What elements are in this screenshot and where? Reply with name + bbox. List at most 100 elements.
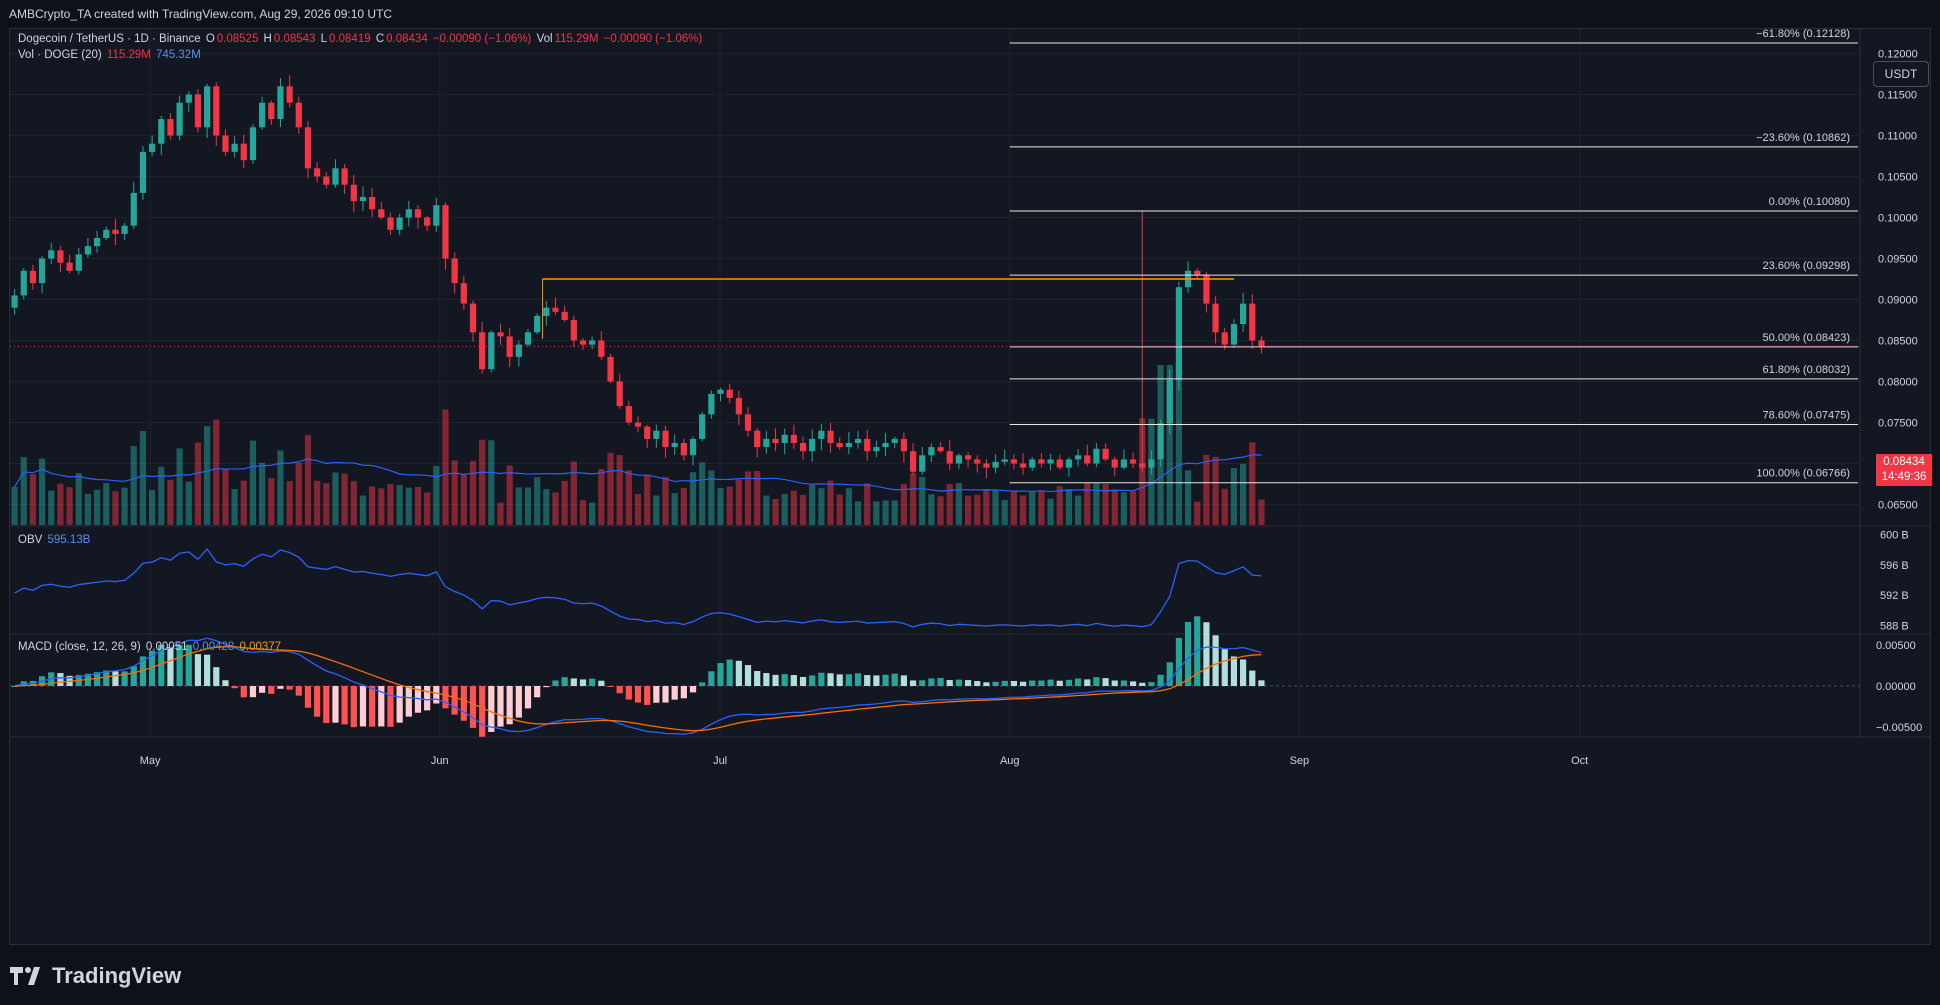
candle-body [836,443,843,448]
volume-bar [1139,418,1146,525]
obv-value: 595.13B [47,534,91,546]
currency-button[interactable]: USDT [1873,61,1929,87]
volume-bar [653,495,660,525]
volume-bar [11,486,18,525]
candle-body [662,430,669,448]
macd-hist-bar [1157,674,1164,686]
macd-hist-bar [964,680,972,686]
candle-body [304,127,312,169]
fib-level-label: −61.80% (0.12128) [1756,29,1850,40]
volume-bar [735,479,742,525]
macd-hist-bar [552,680,559,686]
candle-body [699,414,706,439]
candle-body [451,258,458,284]
tradingview-logo[interactable]: TradingView [10,963,181,989]
macd-hist-bar [103,670,110,686]
chart-frame[interactable]: 0.12000 0.11500 0.11000 0.10500 0.10000 0.095… [9,28,1932,945]
macd-line-value: 0.00428 [192,641,235,653]
price-tick-label: 0.10000 [1878,213,1918,225]
symbol-name: Dogecoin / TetherUS · 1D · Binance [18,33,201,45]
candle-body [369,197,376,210]
time-tick-label: Sep [1290,755,1310,767]
candle-body [1166,379,1173,424]
obv-tick-label: 588 B [1880,620,1909,632]
candle-body [1102,448,1109,460]
chart-canvas[interactable]: 0.12000 0.11500 0.11000 0.10500 0.10000 0.095… [10,29,1930,944]
volume-bar [543,489,550,525]
macd-hist-bar [176,644,183,686]
time-tick-label: Oct [1571,755,1588,767]
volume-bar [809,484,816,525]
candle-body [790,434,797,443]
volume-bar [772,498,779,525]
candle-body [1047,459,1054,464]
macd-hist-bar [130,666,137,686]
price-tick-label: 0.08500 [1878,336,1918,348]
volume-bar [341,473,348,525]
volume-bar [598,468,605,525]
macd-hist-bar [937,677,944,686]
macd-hist-bar [460,686,467,721]
macd-tick-label: −0.00500 [1876,722,1922,734]
candle-body [222,135,229,152]
high-label: H [263,33,272,45]
candle-body [644,426,651,439]
macd-hist-bar [314,686,321,717]
candle-body [479,332,486,370]
macd-hist-bar [1249,670,1256,686]
macd-hist-bar [717,663,724,686]
macd-hist-bar [1184,621,1192,686]
volume-bar [634,493,642,525]
macd-hist-bar [424,686,431,711]
volume-bar [625,470,632,525]
candle-body [680,443,687,456]
macd-hist-bar [598,680,605,686]
macd-hist-bar [543,686,550,688]
volume-bar [891,500,898,525]
volume-bar [763,495,770,525]
volume-bar [396,485,403,525]
macd-hist-bar [1074,678,1082,686]
macd-hist-bar [1129,681,1137,686]
volume-bar [314,480,321,525]
volume-bar [29,474,37,525]
macd-hist-bar [167,646,174,686]
macd-hist-bar [93,672,101,686]
macd-signal-line [14,645,1262,732]
volume-bar [194,442,202,525]
volume-bar [781,493,788,525]
macd-hist-bar [341,686,348,725]
volume-bar [928,494,935,525]
macd-hist-bar [369,686,376,727]
candle-body [937,447,944,452]
macd-hist-bar [634,686,642,703]
macd-hist-bar [112,671,119,686]
candle-body [1074,455,1082,460]
macd-hist-bar [799,676,807,686]
macd-hist-bar [350,686,357,728]
candle-body [1212,303,1219,333]
volume-bar [644,474,651,525]
volume-bar [277,450,284,525]
candle-body [1139,463,1146,468]
macd-hist-bar [644,686,651,705]
candle-body [29,270,37,284]
candle-body [139,151,147,193]
volume-bar [112,491,119,525]
macd-hist-bar [1111,680,1118,686]
volume-bar [1084,482,1091,525]
volume-bar [1047,498,1054,525]
candle-body [1084,455,1091,464]
macd-tick-label: 0.00000 [1876,681,1916,693]
price-tick-label: 0.08000 [1878,377,1918,389]
price-tick-label: 0.09500 [1878,254,1918,266]
volume-bar [1258,499,1265,525]
volume-bar [442,409,449,525]
volume-bar [1093,483,1100,525]
volume-ma-value: 745.32M [156,49,201,61]
brand-name: TradingView [52,963,182,988]
candle-body [506,336,513,357]
volume-bar [717,488,724,525]
volume-ma-line [14,454,1262,493]
volume-bar [1240,463,1247,525]
